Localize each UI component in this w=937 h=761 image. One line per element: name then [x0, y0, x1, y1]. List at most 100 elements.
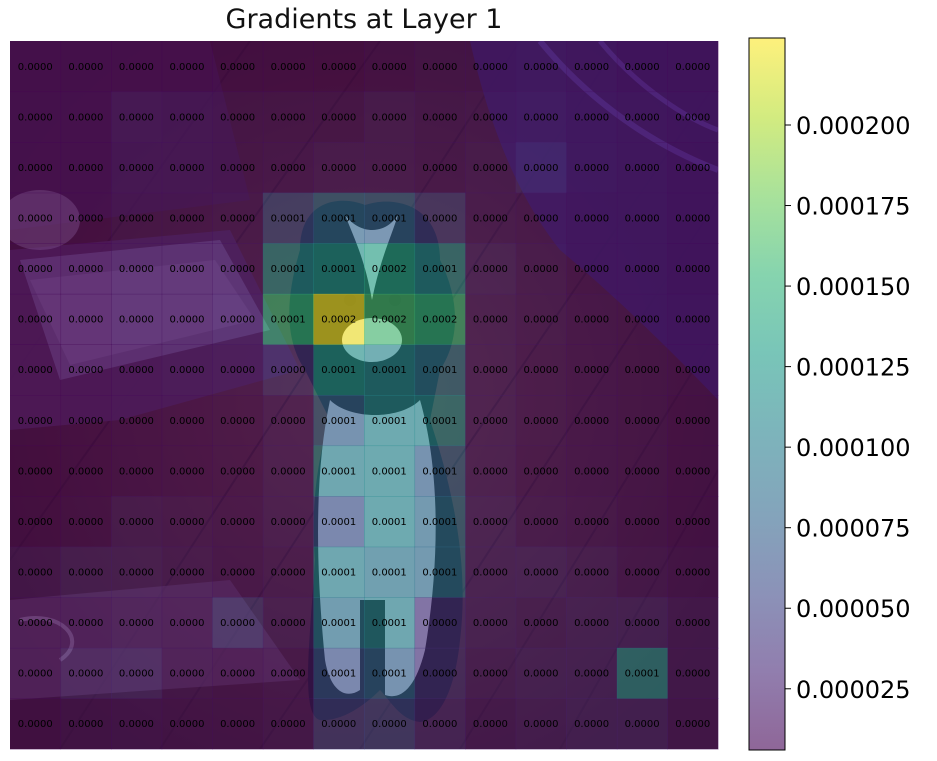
heatmap-cell-label: 0.0000 [625, 568, 660, 579]
heatmap-cell [313, 445, 365, 497]
heatmap-cell-label: 0.0000 [18, 669, 53, 680]
heatmap-cell-label: 0.0002 [321, 315, 356, 326]
heatmap-cell-label: 0.0000 [68, 669, 103, 680]
heatmap-cell-label: 0.0000 [675, 163, 710, 174]
heatmap-cell-label: 0.0000 [170, 112, 205, 123]
heatmap-cell [414, 243, 466, 295]
heatmap-cell [465, 395, 517, 447]
heatmap-cell-label: 0.0000 [422, 669, 457, 680]
heatmap-cell-label: 0.0000 [574, 618, 609, 629]
heatmap-cell-label: 0.0001 [372, 568, 407, 579]
heatmap-cell-label: 0.0000 [473, 214, 508, 225]
heatmap-cell-label: 0.0000 [170, 568, 205, 579]
heatmap-cell [667, 546, 719, 598]
heatmap-cell-label: 0.0000 [625, 517, 660, 528]
colorbar-tick-label: 0.000100 [796, 434, 911, 462]
heatmap-cell [161, 293, 213, 345]
heatmap-cell-label: 0.0000 [675, 466, 710, 477]
heatmap-cell [60, 192, 112, 244]
heatmap-cell-label: 0.0000 [675, 214, 710, 225]
heatmap-cell-label: 0.0000 [574, 112, 609, 123]
heatmap-cell [262, 496, 314, 548]
heatmap-cell [60, 142, 112, 194]
heatmap-cell-label: 0.0000 [473, 719, 508, 730]
heatmap-cell [414, 647, 466, 699]
heatmap-cell [10, 647, 62, 699]
heatmap-cell [60, 41, 112, 93]
heatmap-cell [566, 344, 618, 396]
heatmap-cell-label: 0.0000 [119, 568, 154, 579]
heatmap-cell [515, 698, 567, 750]
heatmap-cell-label: 0.0000 [675, 264, 710, 275]
heatmap-cell-label: 0.0001 [422, 517, 457, 528]
heatmap-cell-label: 0.0000 [524, 466, 559, 477]
heatmap-cell [262, 344, 314, 396]
heatmap-cell [465, 597, 517, 649]
heatmap-cell-label: 0.0001 [271, 264, 306, 275]
heatmap-cell-label: 0.0000 [170, 618, 205, 629]
heatmap-cell [262, 41, 314, 93]
heatmap-cell [616, 293, 668, 345]
heatmap-cell [111, 192, 163, 244]
heatmap-cell [212, 698, 264, 750]
heatmap-cell-label: 0.0000 [524, 62, 559, 73]
heatmap-cell-label: 0.0000 [18, 163, 53, 174]
heatmap-cell-label: 0.0000 [119, 112, 154, 123]
heatmap-cell-label: 0.0000 [625, 163, 660, 174]
heatmap-cell [414, 91, 466, 143]
heatmap-cell [161, 496, 213, 548]
heatmap-cell-label: 0.0000 [271, 62, 306, 73]
heatmap-cell-label: 0.0000 [170, 315, 205, 326]
heatmap-cell [111, 445, 163, 497]
chart-title: Gradients at Layer 1 [225, 4, 503, 35]
heatmap-cell-label: 0.0001 [321, 416, 356, 427]
heatmap-cell-label: 0.0001 [372, 669, 407, 680]
heatmap-cell-label: 0.0000 [625, 416, 660, 427]
heatmap-cell [161, 445, 213, 497]
heatmap-cell [60, 546, 112, 598]
heatmap-cell-label: 0.0002 [372, 264, 407, 275]
heatmap-cell-label: 0.0001 [422, 466, 457, 477]
heatmap-cell [161, 647, 213, 699]
heatmap-cell [616, 344, 668, 396]
heatmap-cell-label: 0.0001 [422, 365, 457, 376]
heatmap-cell [667, 597, 719, 649]
heatmap-cell-label: 0.0000 [271, 466, 306, 477]
heatmap-cell-label: 0.0000 [574, 517, 609, 528]
heatmap-cell-label: 0.0000 [170, 62, 205, 73]
heatmap-cell-label: 0.0000 [625, 466, 660, 477]
heatmap-cell [364, 243, 416, 295]
heatmap-cell-label: 0.0000 [170, 517, 205, 528]
heatmap-cell [60, 445, 112, 497]
heatmap-cell [364, 647, 416, 699]
heatmap-cell [616, 546, 668, 598]
heatmap-cell-label: 0.0000 [271, 416, 306, 427]
heatmap-cell [515, 243, 567, 295]
heatmap-cell [262, 698, 314, 750]
heatmap-cell-label: 0.0000 [119, 62, 154, 73]
heatmap-cell-label: 0.0000 [68, 517, 103, 528]
heatmap-cell-label: 0.0000 [220, 214, 255, 225]
heatmap-cell [262, 243, 314, 295]
heatmap-cell-label: 0.0000 [574, 315, 609, 326]
heatmap-cell [161, 344, 213, 396]
heatmap-cell [667, 293, 719, 345]
heatmap-cell [667, 91, 719, 143]
heatmap-cell-label: 0.0000 [675, 62, 710, 73]
heatmap-cell [616, 243, 668, 295]
heatmap-cell [313, 395, 365, 447]
heatmap-cell [111, 546, 163, 598]
heatmap-cell-label: 0.0000 [422, 163, 457, 174]
heatmap-cell [566, 496, 618, 548]
heatmap-cell [566, 293, 618, 345]
heatmap-cell-label: 0.0000 [321, 163, 356, 174]
heatmap-cell [667, 698, 719, 750]
heatmap-cell-label: 0.0000 [68, 214, 103, 225]
heatmap-cell-label: 0.0000 [220, 112, 255, 123]
heatmap-cell [515, 597, 567, 649]
heatmap-cell-label: 0.0000 [170, 214, 205, 225]
heatmap-cell-label: 0.0000 [675, 365, 710, 376]
heatmap-cell [313, 496, 365, 548]
heatmap-cell [465, 445, 517, 497]
heatmap-cell-label: 0.0000 [574, 466, 609, 477]
